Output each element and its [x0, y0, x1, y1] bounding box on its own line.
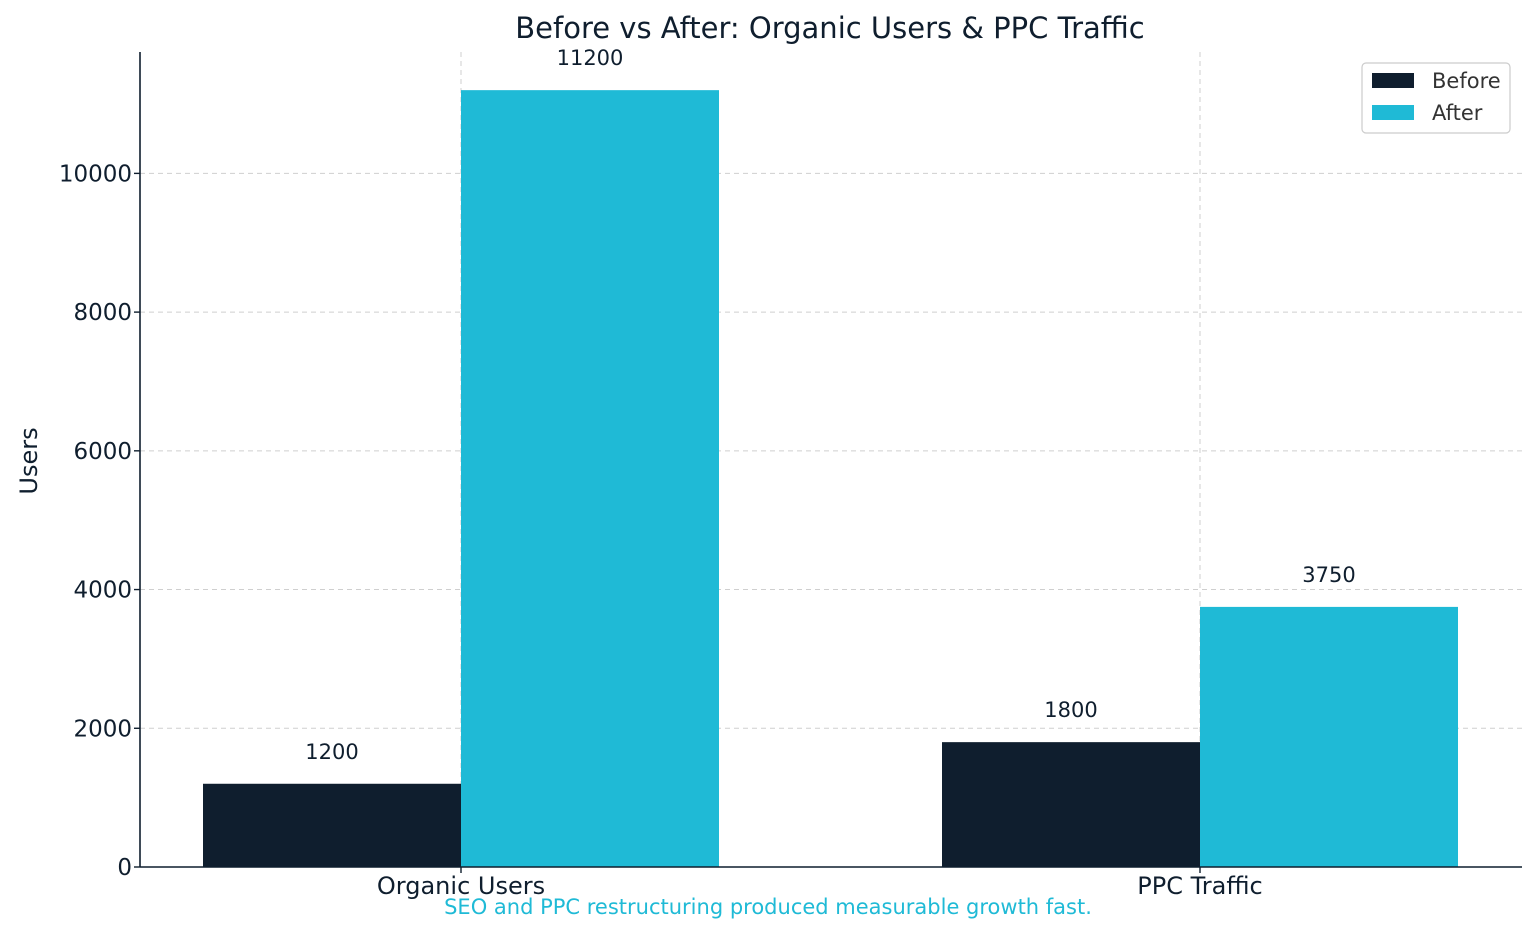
axes [139, 52, 1522, 868]
y-tick-label: 10000 [59, 161, 132, 187]
chart-annotation: SEO and PPC restructuring produced measu… [444, 895, 1092, 919]
chart-title: Before vs After: Organic Users & PPC Tra… [515, 11, 1145, 45]
legend-label-before: Before [1432, 69, 1501, 93]
y-tick-labels: 0 2000 4000 6000 8000 10000 [59, 161, 140, 881]
y-tick-label: 0 [117, 855, 132, 881]
bar-after-ppc-traffic [1200, 606, 1458, 867]
data-label-before-ppc-traffic: 1800 [1044, 698, 1097, 722]
y-tick-label: 6000 [73, 439, 132, 465]
legend: Before After [1361, 62, 1511, 134]
y-axis-label: Users [15, 427, 43, 494]
data-label-before-organic-users: 1200 [305, 740, 358, 764]
data-label-after-ppc-traffic: 3750 [1302, 563, 1355, 587]
x-tick-label-organic-users: Organic Users [377, 872, 545, 900]
bar-before-organic-users [203, 783, 461, 867]
legend-label-after: After [1432, 101, 1483, 125]
data-labels: 1200 1800 11200 3750 [305, 46, 1355, 764]
y-tick-label: 4000 [73, 578, 132, 604]
legend-swatch-after [1372, 105, 1414, 120]
y-tick-label: 2000 [73, 716, 132, 742]
x-tick-labels: Organic Users PPC Traffic [377, 867, 1263, 900]
x-tick-label-ppc-traffic: PPC Traffic [1137, 872, 1262, 900]
data-label-after-organic-users: 11200 [557, 46, 624, 70]
legend-swatch-before [1372, 73, 1414, 88]
bar-before-ppc-traffic [942, 742, 1200, 867]
y-tick-label: 8000 [73, 300, 132, 326]
bars [203, 90, 1458, 868]
bar-after-organic-users [461, 90, 719, 868]
